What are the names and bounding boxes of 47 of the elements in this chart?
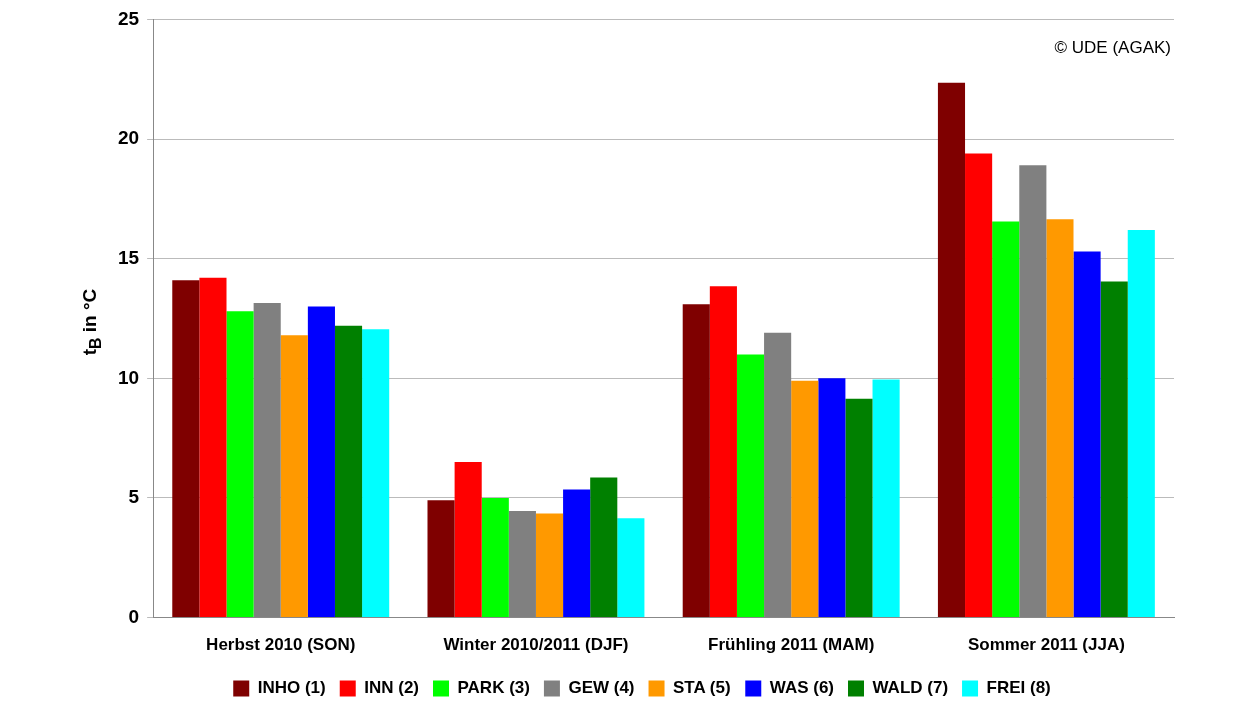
bar [1100,281,1128,618]
y-tick-label: 10 [117,366,140,388]
bar [454,462,482,618]
bar [280,335,308,618]
bar [226,311,254,618]
bar [481,497,509,618]
y-tick-label: 15 [117,246,140,268]
bar [199,277,227,618]
x-tick-label: Winter 2010/2011 (DJF) [443,635,629,655]
x-tick-label: Frühling 2011 (MAM) [708,635,875,655]
bar [845,398,873,618]
bar [965,153,993,618]
bar [937,82,966,618]
bar [736,354,765,618]
bar [362,329,390,618]
bar [334,325,363,618]
bar [872,379,900,618]
bar [791,380,819,618]
legend-label: INN (2) [364,678,420,698]
y-tick-label: 20 [117,127,140,149]
legend-label: INHO (1) [257,678,326,698]
bar [1127,229,1155,618]
bar [818,378,846,618]
bar [172,280,200,618]
legend-label: WALD (7) [872,678,949,698]
y-tick-label: 5 [128,486,140,508]
legend-label: STA (5) [673,678,731,698]
bar [590,477,618,618]
y-tick-label: 0 [128,605,140,627]
y-tick-label: 25 [117,7,140,29]
bar [1046,219,1074,618]
annotation: © UDE (AGAK) [1054,38,1171,58]
bar [682,304,710,618]
x-tick-label: Sommer 2011 (JJA) [967,635,1125,655]
legend-label: FREI (8) [986,678,1051,698]
legend-label: WAS (6) [769,678,834,698]
bar [563,489,591,618]
bar [427,500,455,618]
bar [307,306,335,618]
bar [617,518,645,618]
x-tick-label: Herbst 2010 (SON) [206,635,356,655]
bar [1073,251,1101,618]
bar [709,286,737,618]
legend-label: PARK (3) [457,678,530,698]
bar [992,221,1020,618]
bar [535,513,564,618]
legend-label: GEW (4) [568,678,635,698]
